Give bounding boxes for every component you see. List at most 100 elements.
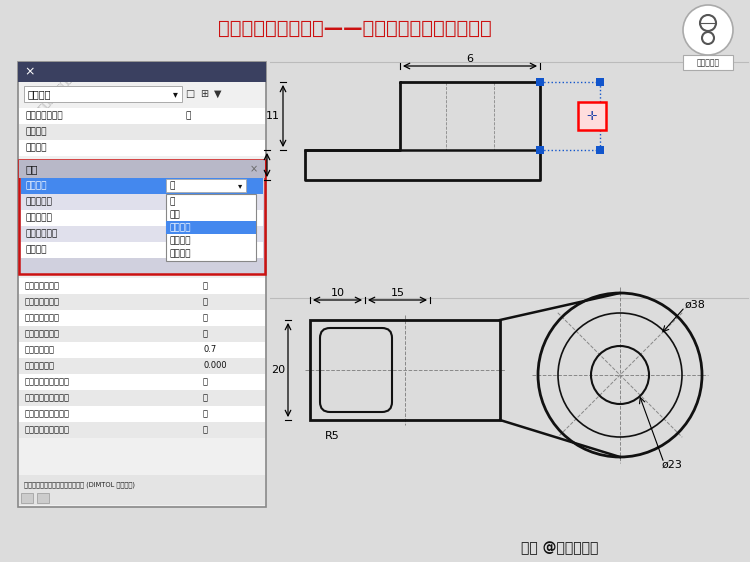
Bar xyxy=(19,342,265,358)
Text: 水平放置公差: 水平放置公差 xyxy=(25,229,57,238)
Text: 是: 是 xyxy=(186,111,191,120)
Bar xyxy=(19,390,265,406)
Text: 否: 否 xyxy=(203,282,208,291)
Text: 显示公差: 显示公差 xyxy=(25,182,46,191)
Text: 公差淌去后续零: 公差淌去后续零 xyxy=(25,297,60,306)
Text: 是: 是 xyxy=(203,329,208,338)
Text: 6: 6 xyxy=(466,54,473,64)
Text: 换算公差淌去后续零: 换算公差淌去后续零 xyxy=(25,393,70,402)
Text: 是: 是 xyxy=(203,410,208,419)
Bar xyxy=(24,86,182,102)
Bar xyxy=(596,78,604,86)
Text: 公差上偏差: 公差上偏差 xyxy=(25,214,52,223)
Text: 换算公差淌去前导零: 换算公差淌去前导零 xyxy=(25,378,70,387)
Text: 头条号：一位工程师: 头条号：一位工程师 xyxy=(35,74,74,116)
Text: 11: 11 xyxy=(266,111,280,121)
Text: ✛: ✛ xyxy=(586,110,597,123)
Text: 10: 10 xyxy=(331,288,344,298)
Bar xyxy=(19,310,265,326)
Bar xyxy=(536,78,544,86)
Bar xyxy=(19,422,265,438)
Text: ×: × xyxy=(24,66,34,79)
Text: 是: 是 xyxy=(203,425,208,434)
Text: 换算公差淌去零英寸: 换算公差淌去零英寸 xyxy=(25,425,70,434)
Bar xyxy=(19,374,265,390)
Bar xyxy=(19,140,265,156)
Text: 换算淌去零英寸: 换算淌去零英寸 xyxy=(25,111,62,120)
Bar xyxy=(683,55,733,70)
Text: ø38: ø38 xyxy=(685,300,706,310)
Text: 公差淌去前导零: 公差淌去前导零 xyxy=(25,282,60,291)
Text: 无: 无 xyxy=(170,197,176,206)
Text: 公差淌去零英尺: 公差淌去零英尺 xyxy=(25,314,60,323)
Text: 是: 是 xyxy=(203,297,208,306)
Text: 否: 否 xyxy=(203,378,208,387)
Bar xyxy=(19,160,265,178)
Text: 0.000: 0.000 xyxy=(203,361,226,370)
Bar xyxy=(578,102,606,130)
Text: ×: × xyxy=(250,164,258,174)
Text: 指定标注文字的标注公差显示模式 (DIMTOL 系统变量): 指定标注文字的标注公差显示模式 (DIMTOL 系统变量) xyxy=(24,482,135,488)
Circle shape xyxy=(683,5,733,55)
Text: 20: 20 xyxy=(271,365,285,375)
Bar xyxy=(166,221,256,234)
Text: 极限偏差: 极限偏差 xyxy=(170,229,191,238)
Text: 公差文字高度: 公差文字高度 xyxy=(25,346,55,355)
Bar xyxy=(19,326,265,342)
Text: 0.7: 0.7 xyxy=(203,346,216,355)
Text: 公差淌去零英寸: 公差淌去零英寸 xyxy=(25,329,60,338)
Bar xyxy=(166,194,256,261)
Text: □: □ xyxy=(185,89,195,99)
Bar xyxy=(19,160,265,274)
Text: 按图纸要求标注公差——双击需要添加公差的尺寸: 按图纸要求标注公差——双击需要添加公差的尺寸 xyxy=(218,19,492,38)
Bar xyxy=(19,124,265,140)
Bar xyxy=(19,406,265,422)
Bar xyxy=(19,294,265,310)
Text: ▾: ▾ xyxy=(173,89,178,99)
Bar xyxy=(166,179,246,192)
Text: ø23: ø23 xyxy=(662,460,682,470)
Text: R5: R5 xyxy=(325,431,339,441)
Text: 换算后缀: 换算后缀 xyxy=(25,143,46,152)
Text: 极限尺寸: 极限尺寸 xyxy=(170,236,191,245)
Bar xyxy=(18,62,266,82)
Text: 转角标注: 转角标注 xyxy=(28,89,52,99)
Text: 公差精度: 公差精度 xyxy=(25,246,46,255)
Bar xyxy=(19,278,265,294)
Bar xyxy=(19,358,265,374)
Text: 基本尺寸: 基本尺寸 xyxy=(170,249,191,258)
Text: ▼: ▼ xyxy=(214,89,222,99)
Text: 15: 15 xyxy=(391,288,404,298)
Text: 极限偏差: 极限偏差 xyxy=(170,223,191,232)
Bar xyxy=(536,146,544,154)
Bar xyxy=(37,493,49,503)
Text: 极限尺寸: 极限尺寸 xyxy=(170,246,191,255)
Bar xyxy=(21,242,263,258)
Bar xyxy=(18,62,266,507)
Bar xyxy=(21,194,263,210)
Text: 无: 无 xyxy=(170,182,176,191)
Text: 换算公差精度: 换算公差精度 xyxy=(25,361,55,370)
Text: 无: 无 xyxy=(170,197,176,206)
Bar xyxy=(596,146,604,154)
Bar xyxy=(19,108,265,124)
Text: 公差: 公差 xyxy=(25,164,38,174)
Bar xyxy=(310,320,500,420)
Text: ⊞: ⊞ xyxy=(200,89,208,99)
Text: 是: 是 xyxy=(203,314,208,323)
Bar xyxy=(21,226,263,242)
Text: 头条 @一位工程师: 头条 @一位工程师 xyxy=(521,541,599,555)
Text: 一位工程师: 一位工程师 xyxy=(697,58,719,67)
Text: 换算公差淌去零英尺: 换算公差淌去零英尺 xyxy=(25,410,70,419)
Bar xyxy=(21,493,33,503)
Text: 否: 否 xyxy=(203,393,208,402)
Bar xyxy=(21,178,263,194)
Text: 8: 8 xyxy=(254,160,260,170)
Text: 换算前缀: 换算前缀 xyxy=(25,128,46,137)
Text: 对称: 对称 xyxy=(170,210,181,219)
Text: ▾: ▾ xyxy=(238,182,242,191)
Bar xyxy=(19,475,265,505)
Bar xyxy=(21,210,263,226)
Text: 公差下偏差: 公差下偏差 xyxy=(25,197,52,206)
Text: 对称: 对称 xyxy=(170,214,181,223)
